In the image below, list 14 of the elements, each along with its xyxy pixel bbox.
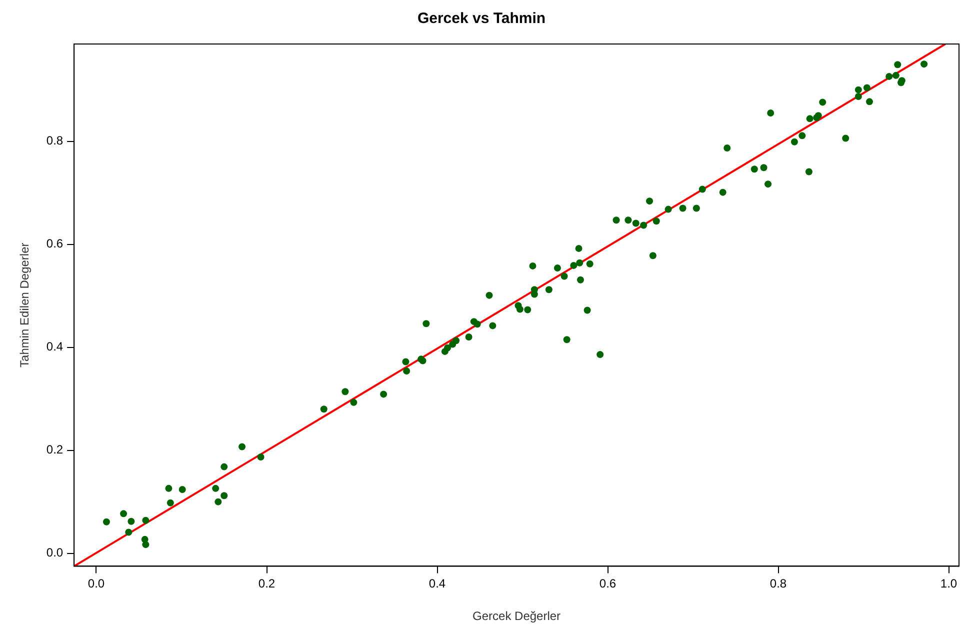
x-tick-label: 1.0 bbox=[940, 576, 958, 591]
x-tick-label: 0.2 bbox=[258, 576, 276, 591]
y-tick-label: 0.6 bbox=[46, 236, 64, 251]
y-tick-label: 0.2 bbox=[46, 442, 64, 457]
y-tick-label: 0.8 bbox=[46, 134, 64, 148]
x-tick-label: 0.0 bbox=[88, 576, 105, 591]
chart-title: Gercek vs Tahmin bbox=[417, 10, 546, 28]
x-axis-title: Gercek Değerler bbox=[472, 609, 561, 624]
y-tick-label: 0.0 bbox=[46, 546, 64, 560]
y-tick-label: 0.4 bbox=[46, 340, 64, 354]
x-tick-label: 0.6 bbox=[599, 576, 616, 591]
x-tick-label: 0.8 bbox=[770, 576, 787, 591]
x-tick-label: 0.4 bbox=[428, 576, 446, 591]
y-axis-title: Tahmin Edilen Degerler bbox=[18, 242, 32, 368]
